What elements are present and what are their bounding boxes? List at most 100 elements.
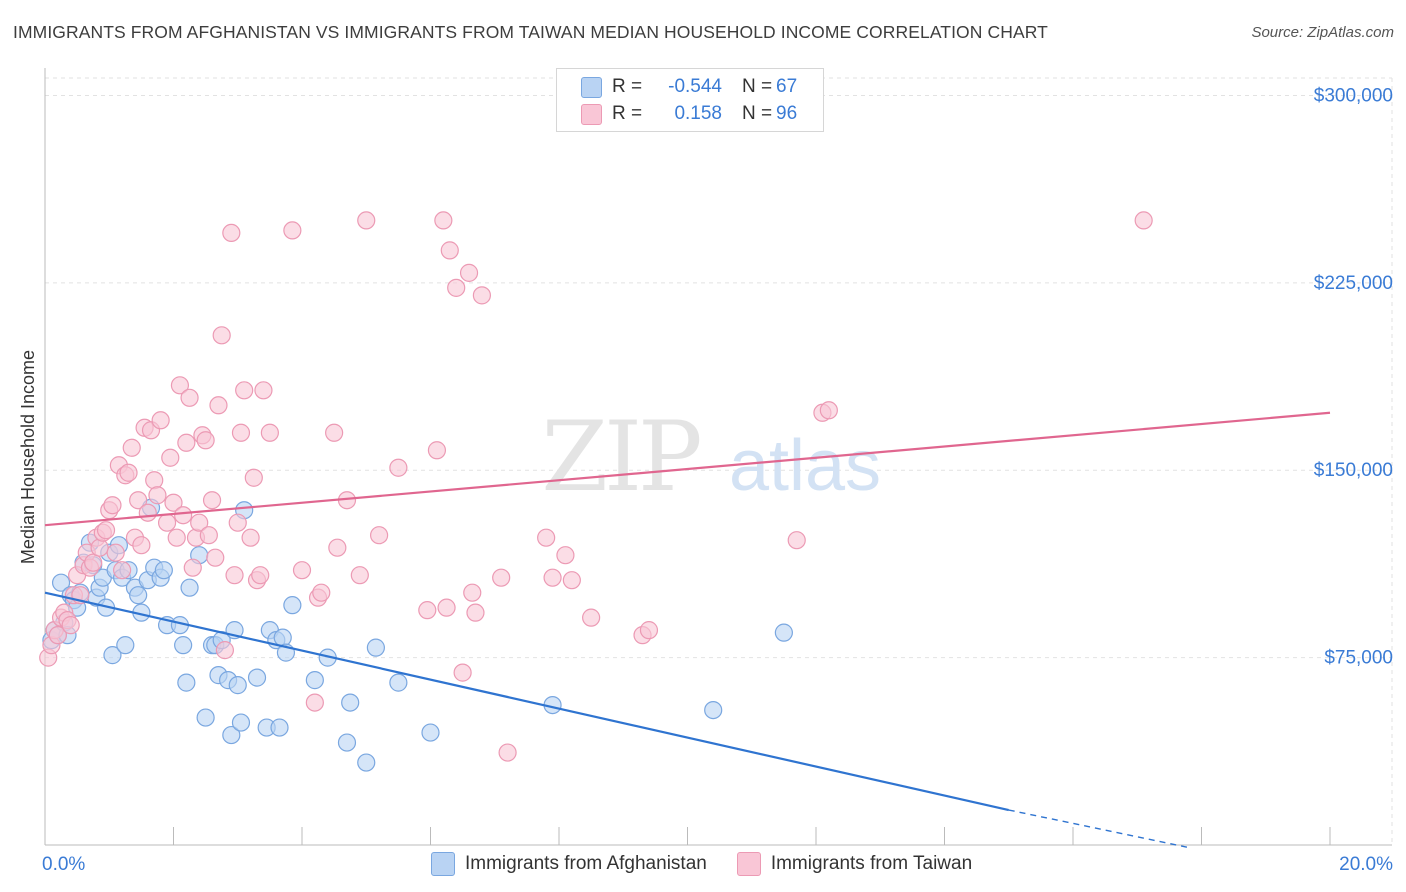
legend-label-afghanistan: Immigrants from Afghanistan <box>465 853 707 874</box>
stats-row-afghanistan: R = -0.544 N = 67 <box>581 75 797 99</box>
watermark: ZIP atlas <box>541 401 881 513</box>
taiwan-point <box>212 326 231 345</box>
taiwan-point <box>199 526 218 545</box>
taiwan-point <box>447 278 466 297</box>
taiwan-point <box>325 423 344 442</box>
taiwan-point <box>183 558 202 577</box>
taiwan-point <box>180 388 199 407</box>
taiwan-point <box>177 433 196 452</box>
stats-legend: R = -0.544 N = 67 R = 0.158 N = 96 <box>556 68 824 132</box>
stats-row-taiwan: R = 0.158 N = 96 <box>581 102 797 126</box>
taiwan-point <box>231 423 251 442</box>
taiwan-point <box>90 538 109 557</box>
legend-item-afghanistan[interactable]: Immigrants from Afghanistan <box>431 852 707 876</box>
taiwan-point <box>472 286 491 305</box>
taiwan-point <box>254 381 273 400</box>
taiwan-point <box>225 566 244 585</box>
n-value-afghanistan: 67 <box>776 76 798 97</box>
taiwan-point <box>190 513 209 532</box>
taiwan-point <box>556 546 575 565</box>
taiwan-point <box>235 381 254 400</box>
afghanistan-point <box>273 628 292 647</box>
y-axis-label: Median Household Income <box>18 350 38 564</box>
taiwan-point <box>389 458 408 477</box>
afghanistan-point <box>774 623 793 642</box>
afghanistan-point <box>337 733 357 752</box>
taiwan-swatch <box>581 103 602 125</box>
series-legend: Immigrants from Afghanistan Immigrants f… <box>431 852 1002 876</box>
taiwan-point <box>463 583 482 602</box>
y-tick-label: $300,000 <box>1314 85 1393 106</box>
taiwan-point <box>492 568 511 587</box>
watermark-atlas: atlas <box>729 426 881 506</box>
afghanistan-point <box>305 671 324 690</box>
taiwan-point <box>215 641 234 660</box>
afghanistan-point <box>357 753 376 772</box>
taiwan-point <box>251 566 270 585</box>
taiwan-point <box>148 486 167 505</box>
y-tick-label: $225,000 <box>1314 273 1393 294</box>
afghanistan-point <box>116 636 135 655</box>
taiwan-point <box>96 521 116 540</box>
tick-labels: $75,000 $150,000 $225,000 $300,000 0.0% 20.0% <box>42 85 1393 875</box>
afghanistan-point <box>270 718 289 737</box>
afghanistan-trend-extension <box>1008 809 1189 849</box>
r-value-taiwan: 0.158 <box>674 103 722 124</box>
taiwan-point <box>167 528 186 547</box>
taiwan-point <box>241 528 260 547</box>
taiwan-point <box>151 411 170 430</box>
afghanistan-point <box>283 596 302 615</box>
taiwan-point <box>138 503 157 522</box>
afghanistan-point <box>222 725 241 745</box>
axes <box>44 68 1392 846</box>
afghanistan-point <box>180 578 199 597</box>
taiwan-point <box>202 491 222 510</box>
afghanistan-point <box>704 700 723 720</box>
taiwan-point <box>209 396 228 415</box>
afghanistan-point <box>174 636 193 655</box>
taiwan-point <box>164 493 183 512</box>
taiwan-point <box>222 223 241 242</box>
taiwan-point <box>543 568 562 587</box>
taiwan-point <box>1134 211 1153 230</box>
x-tick-label: 20.0% <box>1339 854 1393 875</box>
taiwan-point <box>161 448 180 467</box>
afghanistan-point <box>103 646 122 665</box>
chart-title: IMMIGRANTS FROM AFGHANISTAN VS IMMIGRANT… <box>13 22 1048 42</box>
afghanistan-point <box>177 673 196 692</box>
taiwan-point <box>819 401 838 420</box>
taiwan-point <box>459 263 479 282</box>
afghanistan-trend-line <box>44 591 1009 812</box>
gridlines <box>45 77 1393 845</box>
legend-label-taiwan: Immigrants from Taiwan <box>770 853 973 874</box>
taiwan-point <box>103 496 122 515</box>
taiwan-point <box>206 548 225 567</box>
taiwan-point <box>122 438 141 457</box>
afghanistan-legend-swatch <box>431 852 455 876</box>
legend-item-taiwan[interactable]: Immigrants from Taiwan <box>736 852 973 876</box>
taiwan-point <box>434 211 453 230</box>
n-label: N = <box>742 103 773 124</box>
taiwan-point <box>312 583 331 602</box>
taiwan-point <box>174 506 193 525</box>
trend-lines <box>44 411 1331 849</box>
taiwan-point <box>437 598 456 617</box>
taiwan-point <box>132 536 151 555</box>
x-tick-label: 0.0% <box>42 854 85 875</box>
taiwan-point <box>119 463 138 482</box>
taiwan-point <box>370 526 389 545</box>
source-label: Source: ZipAtlas.com <box>1251 24 1394 41</box>
r-label: R = <box>612 103 643 124</box>
taiwan-point <box>305 693 324 712</box>
taiwan-point <box>228 513 247 532</box>
taiwan-point <box>48 626 67 645</box>
taiwan-point <box>145 471 164 490</box>
afghanistan-point <box>421 723 440 742</box>
afghanistan-point <box>389 673 408 692</box>
n-label: N = <box>742 76 773 97</box>
taiwan-point <box>283 221 302 240</box>
n-value-taiwan: 96 <box>776 103 798 124</box>
afghanistan-point <box>129 586 148 605</box>
taiwan-point <box>292 561 312 580</box>
